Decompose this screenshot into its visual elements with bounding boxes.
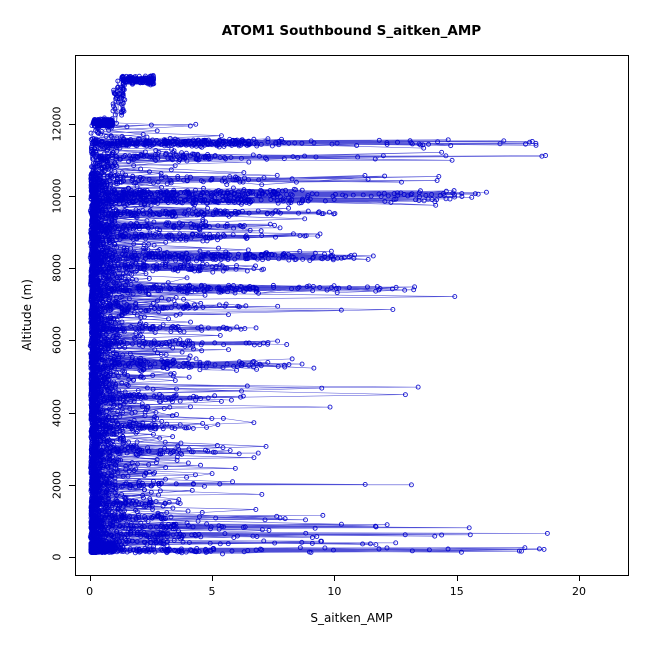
y-tick-label: 4000 xyxy=(50,398,64,427)
y-tick-label: 6000 xyxy=(50,326,64,355)
y-tick-label: 8000 xyxy=(50,254,64,283)
y-tick-label: 10000 xyxy=(50,178,64,214)
y-tick-label: 2000 xyxy=(50,470,64,499)
x-axis-title: S_aitken_AMP xyxy=(310,611,393,625)
y-tick-label: 12000 xyxy=(50,106,64,142)
x-tick-label: 5 xyxy=(208,585,216,598)
y-axis-title: Altitude (m) xyxy=(20,279,34,351)
x-tick-label: 20 xyxy=(572,585,587,598)
x-tick-label: 0 xyxy=(86,585,94,598)
chart-title: ATOM1 Southbound S_aitken_AMP xyxy=(221,23,482,39)
y-tick-label: 0 xyxy=(50,553,64,561)
x-tick-label: 15 xyxy=(449,585,464,598)
x-tick-label: 10 xyxy=(327,585,342,598)
